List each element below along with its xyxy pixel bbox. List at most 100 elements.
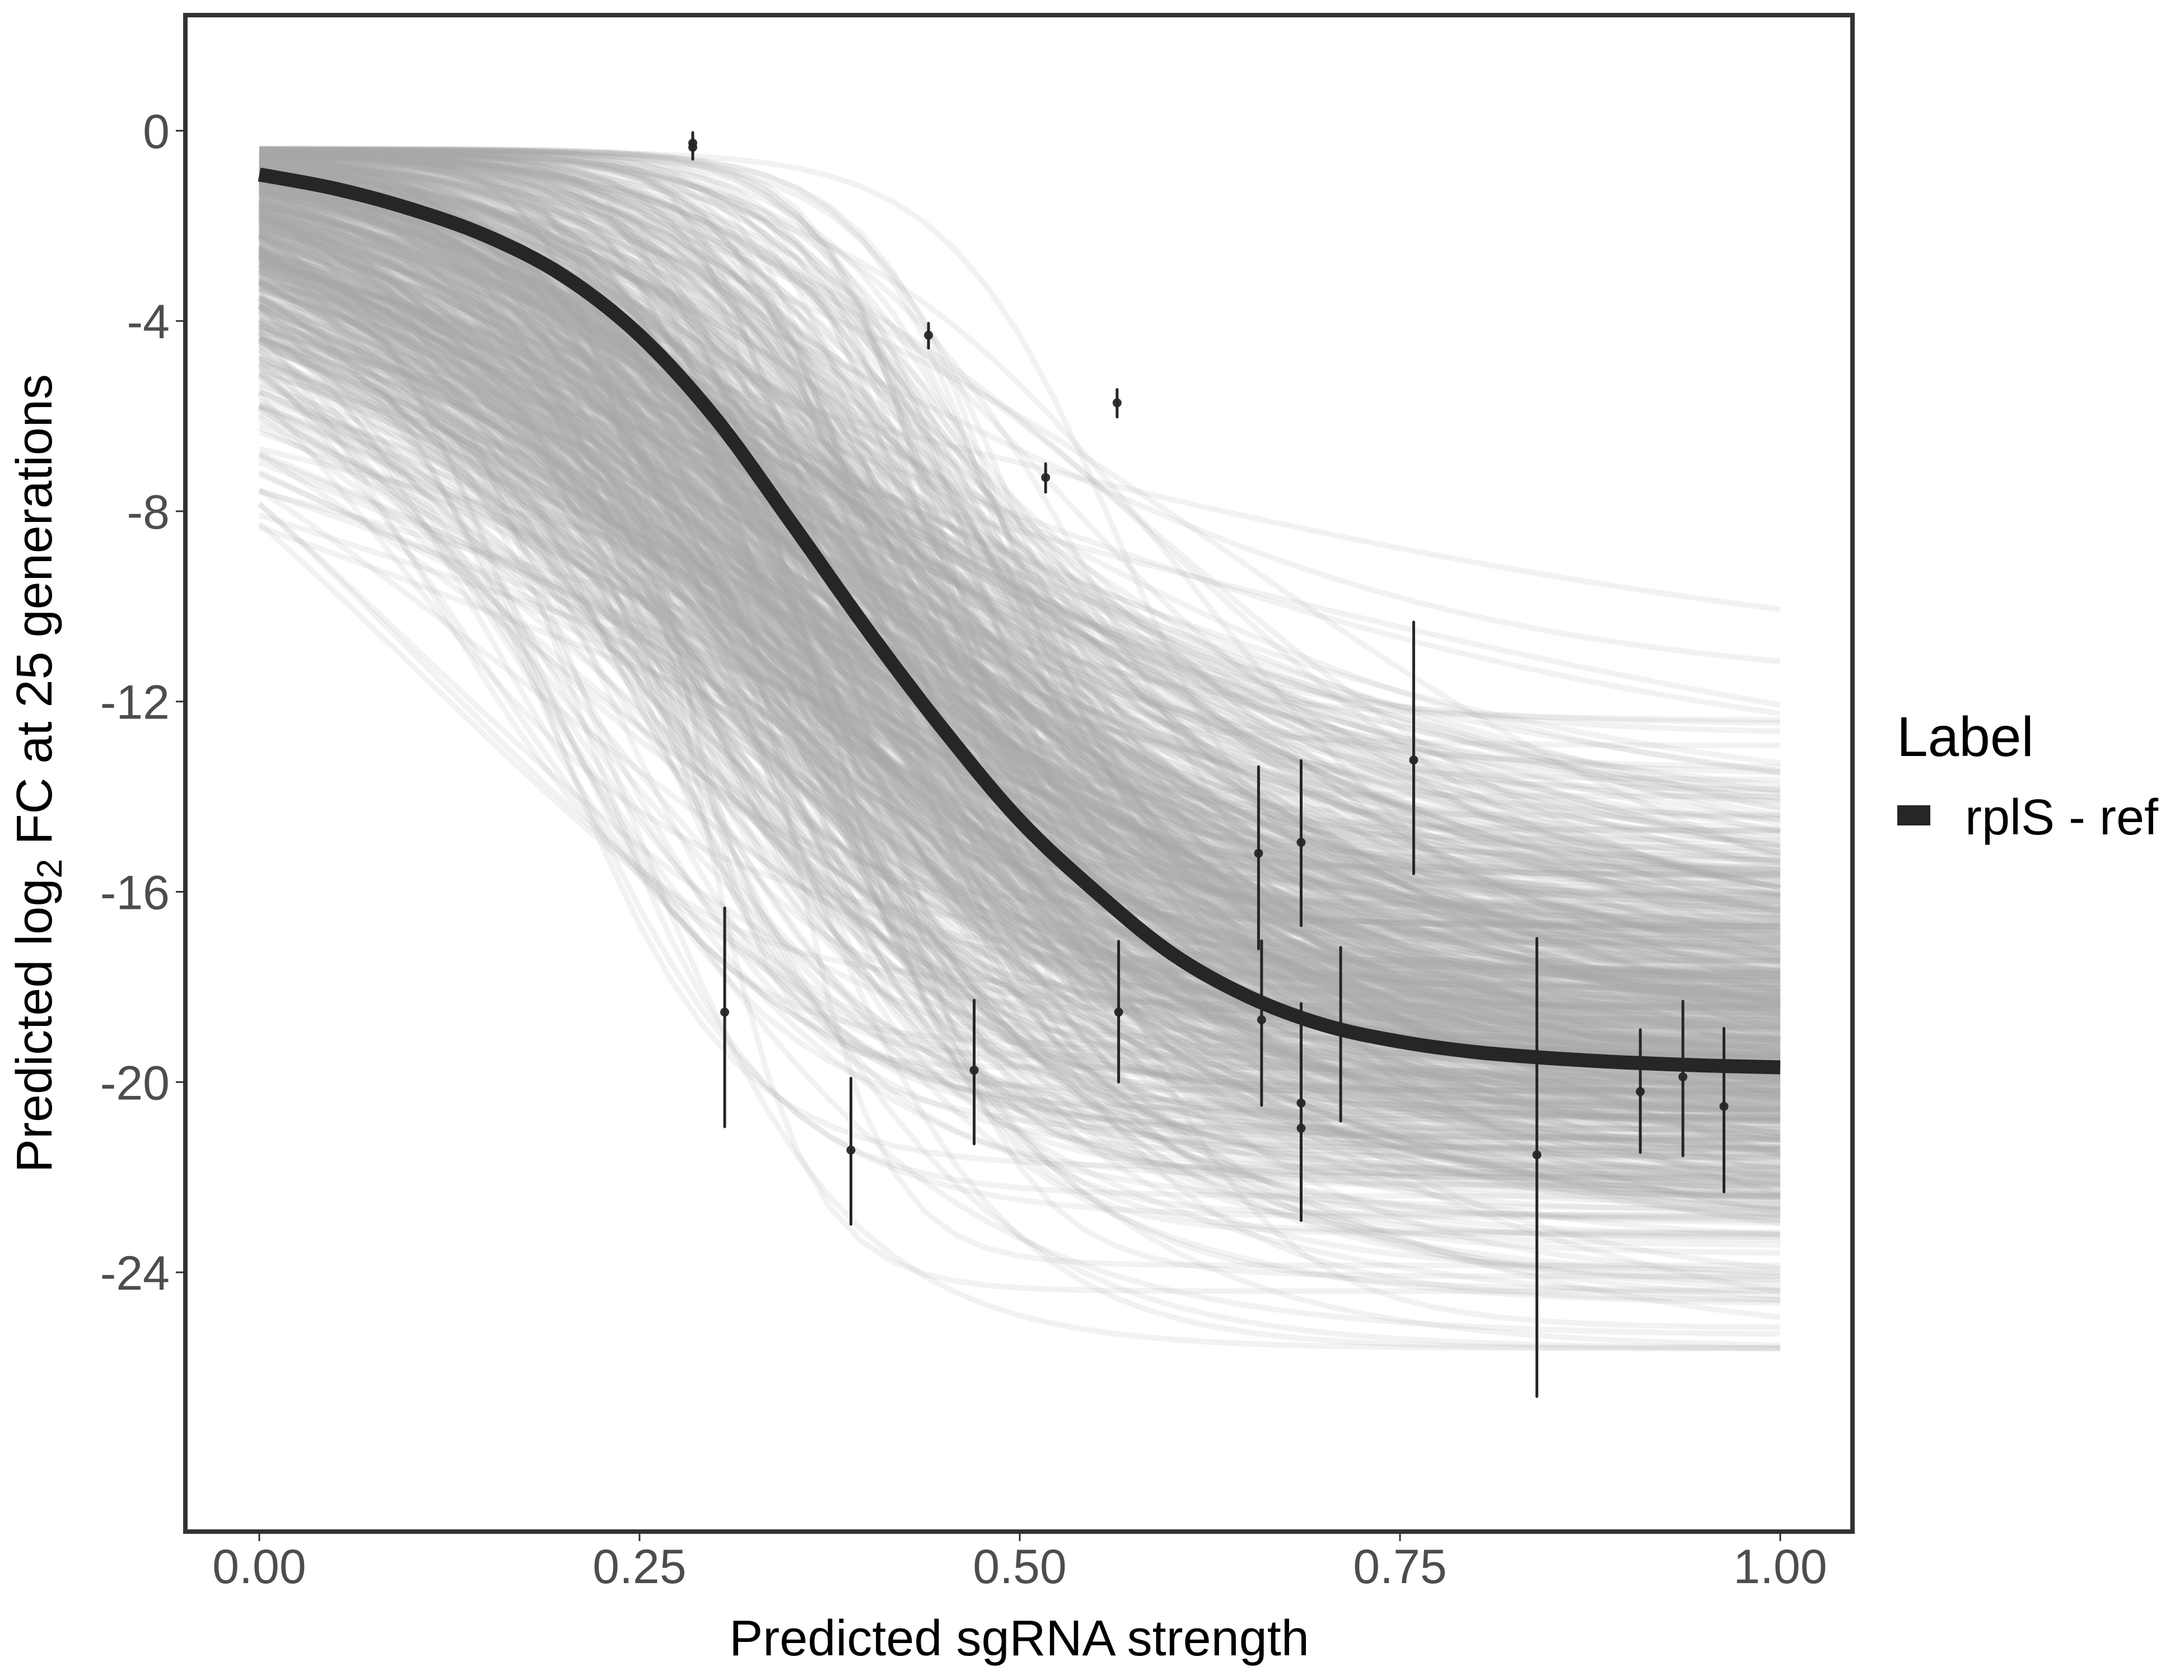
posterior-draw-line xyxy=(258,268,1781,982)
posterior-draw-line xyxy=(259,149,1780,1177)
posterior-draw-line xyxy=(258,233,1781,1085)
posterior-draw-line xyxy=(259,172,1781,993)
posterior-draw-line xyxy=(259,165,1781,1043)
posterior-draw-line xyxy=(259,147,1781,1084)
posterior-draw-line xyxy=(258,295,1781,919)
posterior-draw-line xyxy=(259,150,1781,964)
posterior-draw-line xyxy=(259,165,1781,1054)
y-axis-title: Predicted log2 FC at 25 generations xyxy=(7,374,69,1173)
posterior-draw-line xyxy=(258,301,1781,1179)
posterior-draw-line xyxy=(258,255,1781,1053)
posterior-draw-line xyxy=(258,232,1781,1057)
posterior-draw-line xyxy=(258,292,1781,1142)
posterior-draw-line xyxy=(258,248,1781,1045)
posterior-draw-line xyxy=(259,153,1781,1183)
posterior-draw-line xyxy=(258,203,1781,898)
posterior-draw-line xyxy=(259,167,1781,878)
posterior-draw-line xyxy=(258,198,1780,1131)
posterior-draw-line xyxy=(259,155,1780,1128)
posterior-draw-line xyxy=(258,220,1781,1049)
posterior-draw-line xyxy=(258,216,1781,956)
posterior-draw-line xyxy=(259,157,1781,1140)
posterior-draw-line xyxy=(258,234,1781,1065)
posterior-draw-line xyxy=(259,148,1781,1113)
point-marker xyxy=(1678,1072,1688,1081)
posterior-draw-line xyxy=(259,156,1781,1023)
posterior-draw-line xyxy=(258,524,1781,1018)
posterior-draw-line xyxy=(258,446,1781,836)
posterior-draw-line xyxy=(258,245,1781,1194)
posterior-draw-line xyxy=(259,180,1781,1052)
posterior-draw-line xyxy=(259,156,1780,1080)
posterior-draw-line xyxy=(259,170,1781,1123)
posterior-draw-line xyxy=(259,174,1781,917)
posterior-draw-line xyxy=(259,148,1780,1280)
posterior-draw-line xyxy=(258,253,1781,1158)
posterior-draw-line xyxy=(258,200,1781,1056)
posterior-draw-line xyxy=(259,167,1781,946)
posterior-draw-line xyxy=(258,404,1781,1038)
posterior-draw-line xyxy=(258,253,1781,940)
posterior-draw-line xyxy=(258,246,1781,998)
posterior-draw-line xyxy=(259,158,1780,1172)
posterior-draw-line xyxy=(259,160,1781,1243)
data-point xyxy=(688,134,698,161)
posterior-draw-line xyxy=(258,193,1781,1030)
posterior-draw-line xyxy=(258,246,1781,975)
posterior-draw-line xyxy=(258,277,1781,1040)
posterior-draw-line xyxy=(258,328,1781,856)
posterior-draw-line xyxy=(259,152,1781,983)
posterior-draw-line xyxy=(258,232,1781,1160)
posterior-draw-line xyxy=(258,365,1781,855)
posterior-draw-line xyxy=(258,196,1781,1124)
posterior-draw-line xyxy=(258,312,1781,1004)
posterior-draw-line xyxy=(259,181,1781,908)
posterior-draw-line xyxy=(258,230,1781,913)
posterior-draw-line xyxy=(258,321,1781,1063)
posterior-draw-line xyxy=(258,283,1781,1045)
y-tick-label: 0 xyxy=(143,105,170,158)
posterior-draw-line xyxy=(258,200,1781,942)
posterior-draw-line xyxy=(258,236,1781,865)
y-tick-label: -20 xyxy=(100,1056,170,1110)
posterior-draw-line xyxy=(259,146,1780,1108)
posterior-draw-line xyxy=(258,303,1781,1071)
posterior-draw-line xyxy=(258,231,1781,980)
posterior-draw-line xyxy=(258,210,1781,1153)
posterior-draw-line xyxy=(259,155,1781,1303)
point-marker xyxy=(1296,838,1306,847)
posterior-draw-line xyxy=(258,272,1781,1043)
posterior-draw-line xyxy=(258,227,1781,897)
posterior-draw-line xyxy=(259,179,1781,770)
posterior-draw-line xyxy=(259,170,1781,1003)
posterior-draw-line xyxy=(259,170,1781,995)
data-point xyxy=(720,906,730,1128)
posterior-draw-line xyxy=(259,198,1781,890)
posterior-draw-line xyxy=(258,424,1781,1077)
posterior-draw-line xyxy=(259,148,1781,934)
posterior-draw-line xyxy=(259,147,1780,1089)
posterior-draw-line xyxy=(259,147,1780,945)
posterior-draw-line xyxy=(258,250,1781,930)
posterior-draw-line xyxy=(258,331,1781,1058)
posterior-draw-line xyxy=(257,252,1780,1140)
posterior-draw-line xyxy=(258,291,1781,1068)
y-tick-label: -4 xyxy=(127,295,170,349)
posterior-draw-line xyxy=(259,148,1780,1268)
posterior-draw-line xyxy=(258,258,1781,967)
posterior-draw-line xyxy=(258,179,1781,1096)
data-point xyxy=(1532,937,1542,1398)
posterior-draw-line xyxy=(258,246,1781,1025)
posterior-draw-line xyxy=(258,318,1781,964)
posterior-draw-line xyxy=(258,179,1781,1273)
posterior-draw-line xyxy=(258,268,1781,832)
posterior-draw-line xyxy=(259,151,1781,1007)
posterior-draw-line xyxy=(259,159,1781,964)
posterior-draw-line xyxy=(259,148,1781,1122)
posterior-draw-line xyxy=(259,164,1781,897)
posterior-draw-line xyxy=(259,192,1781,1011)
posterior-draw-line xyxy=(258,223,1781,966)
posterior-draw-line xyxy=(258,307,1781,973)
posterior-draw-line xyxy=(258,204,1781,1218)
posterior-draw-line xyxy=(258,199,1781,1080)
